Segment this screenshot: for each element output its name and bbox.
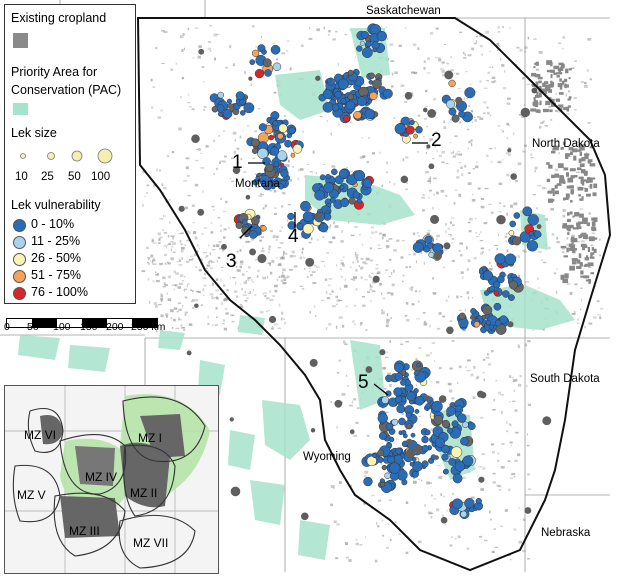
legend-pac-line2: Conservation (PAC) — [11, 83, 122, 97]
callout-leaders — [239, 142, 428, 396]
lek-size-10: 10 — [15, 171, 28, 183]
vulnerability-swatch — [13, 219, 26, 232]
legend-lek-size-title: Lek size — [11, 126, 57, 140]
region-label-nebraska: Nebraska — [541, 527, 591, 539]
scale-label-0: 0 — [4, 321, 10, 333]
lek-size-25: 25 — [41, 171, 54, 183]
scale-label-250km: 250 km — [131, 321, 166, 333]
inset-canvas — [5, 386, 218, 573]
vulnerability-label: 11 - 25% — [31, 234, 81, 248]
legend-panel: Existing cropland Priority Area for Cons… — [4, 4, 136, 304]
study-area-outline — [136, 17, 612, 572]
lek-size-100: 100 — [91, 171, 111, 183]
zone-label-mz-iii: MZ III — [69, 524, 100, 538]
lek-points — [178, 23, 552, 527]
cropland-swatch — [13, 33, 28, 48]
zone-label-mz-iv: MZ IV — [85, 470, 117, 484]
legend-cropland-label: Existing cropland — [11, 11, 107, 25]
vulnerability-swatch — [13, 287, 26, 300]
legend-pac-line1: Priority Area for — [11, 65, 98, 79]
pac-swatch — [13, 103, 28, 115]
zone-label-mz-vii: MZ VII — [133, 536, 169, 550]
zone-label-mz-vi: MZ VI — [24, 428, 56, 442]
scale-label-150: 150 — [80, 321, 98, 333]
scale-label-50: 50 — [27, 321, 39, 333]
callout-4: 4 — [288, 226, 299, 247]
region-label-wyoming: Wyoming — [303, 451, 351, 463]
zone-label-mz-v: MZ V — [17, 488, 46, 502]
zone-label-mz-i: MZ I — [138, 431, 162, 445]
zone-label-mz-ii: MZ II — [130, 486, 158, 500]
region-label-north-dakota: North Dakota — [532, 138, 600, 150]
legend-vulnerability-title: Lek vulnerability — [11, 198, 101, 212]
scale-label-100: 100 — [53, 321, 71, 333]
scale-label-200: 200 — [106, 321, 124, 333]
region-label-saskatchewan: Saskatchewan — [366, 5, 441, 17]
region-label-montana: Montana — [235, 178, 280, 190]
callout-5: 5 — [358, 372, 369, 393]
callout-1: 1 — [232, 152, 243, 173]
vulnerability-label: 0 - 10% — [31, 217, 75, 231]
vulnerability-label: 26 - 50% — [31, 251, 82, 265]
region-label-south-dakota: South Dakota — [530, 373, 600, 385]
vulnerability-swatch — [13, 270, 26, 283]
lek-size-50: 50 — [68, 171, 81, 183]
lek-size-symbols — [20, 148, 113, 164]
callout-3: 3 — [226, 251, 237, 272]
vulnerability-label: 76 - 100% — [31, 285, 88, 299]
scale-bar — [6, 318, 158, 328]
vulnerability-swatch — [13, 253, 26, 266]
vulnerability-label: 51 - 75% — [31, 268, 82, 282]
inset-map: MZ I MZ II MZ III MZ IV MZ V MZ VI MZ VI… — [4, 385, 219, 574]
vulnerability-swatch — [13, 236, 26, 249]
callout-2: 2 — [431, 130, 442, 151]
